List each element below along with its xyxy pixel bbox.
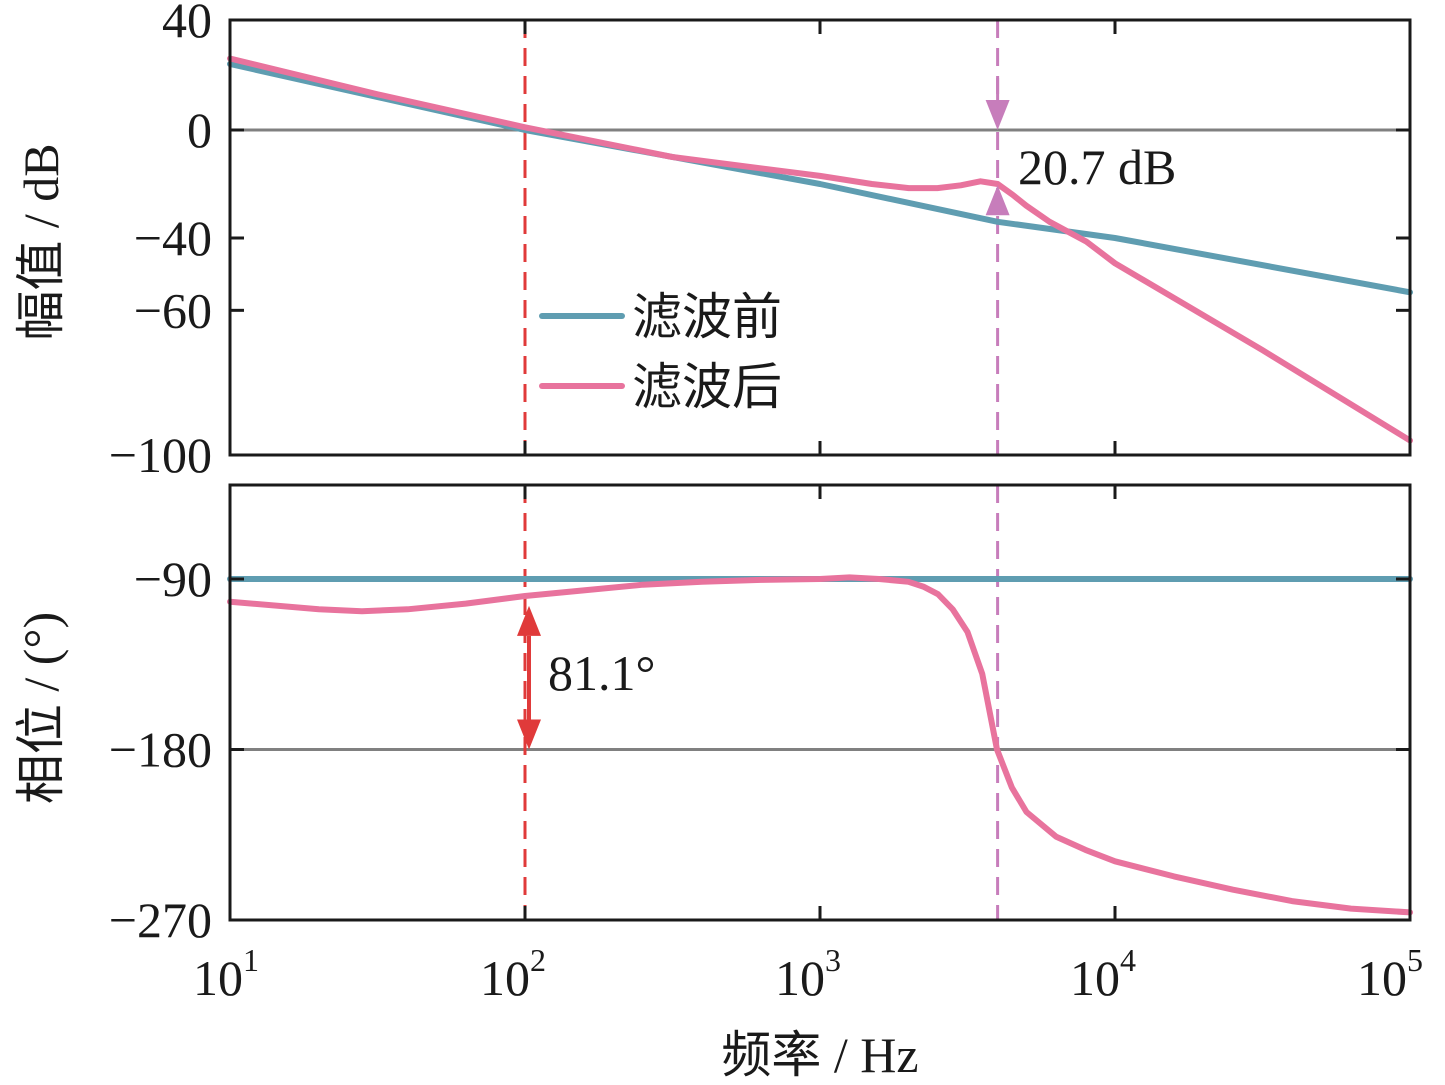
magnitude-ytick-label: −40 (134, 210, 212, 266)
legend-label-after: 滤波后 (632, 359, 782, 415)
phase-ytick-label: −90 (134, 551, 212, 607)
magnitude-plot-frame (228, 18, 1412, 457)
x-tick-label: 102 (480, 942, 546, 1006)
phase-margin-arrowhead-top (517, 605, 541, 636)
magnitude-ytick-label: −60 (134, 282, 212, 338)
phase-ytick-label: −270 (109, 892, 212, 948)
x-tick-label: 103 (775, 942, 841, 1006)
magnitude-ylabel: 幅值 / dB (13, 143, 69, 340)
x-tick-label: 104 (1070, 942, 1136, 1006)
magnitude-series-after (227, 55, 1413, 444)
gain-margin-arrowhead-top (985, 100, 1010, 130)
magnitude-ytick-label: −100 (109, 427, 212, 483)
gain-margin-label: 20.7 dB (1018, 139, 1176, 195)
magnitude-ytick-label: 0 (187, 102, 212, 158)
gain-margin-arrowhead-bottom (985, 185, 1010, 216)
x-tick-label: 101 (193, 942, 259, 1006)
phase-margin-arrowhead-bottom (517, 719, 541, 750)
legend-label-before: 滤波前 (632, 289, 782, 345)
legend: 滤波前 滤波后 (539, 289, 782, 415)
phase-series-after (227, 574, 1413, 916)
x-tick-label: 105 (1357, 942, 1423, 1006)
phase-plot-frame (228, 483, 1412, 922)
phase-ytick-label: −180 (109, 722, 212, 778)
phase-ylabel: 相位 / (°) (13, 612, 69, 804)
magnitude-ytick-label: 40 (162, 0, 212, 48)
x-axis-label: 频率 / Hz (721, 1027, 918, 1083)
phase-margin-label: 81.1° (548, 645, 656, 701)
